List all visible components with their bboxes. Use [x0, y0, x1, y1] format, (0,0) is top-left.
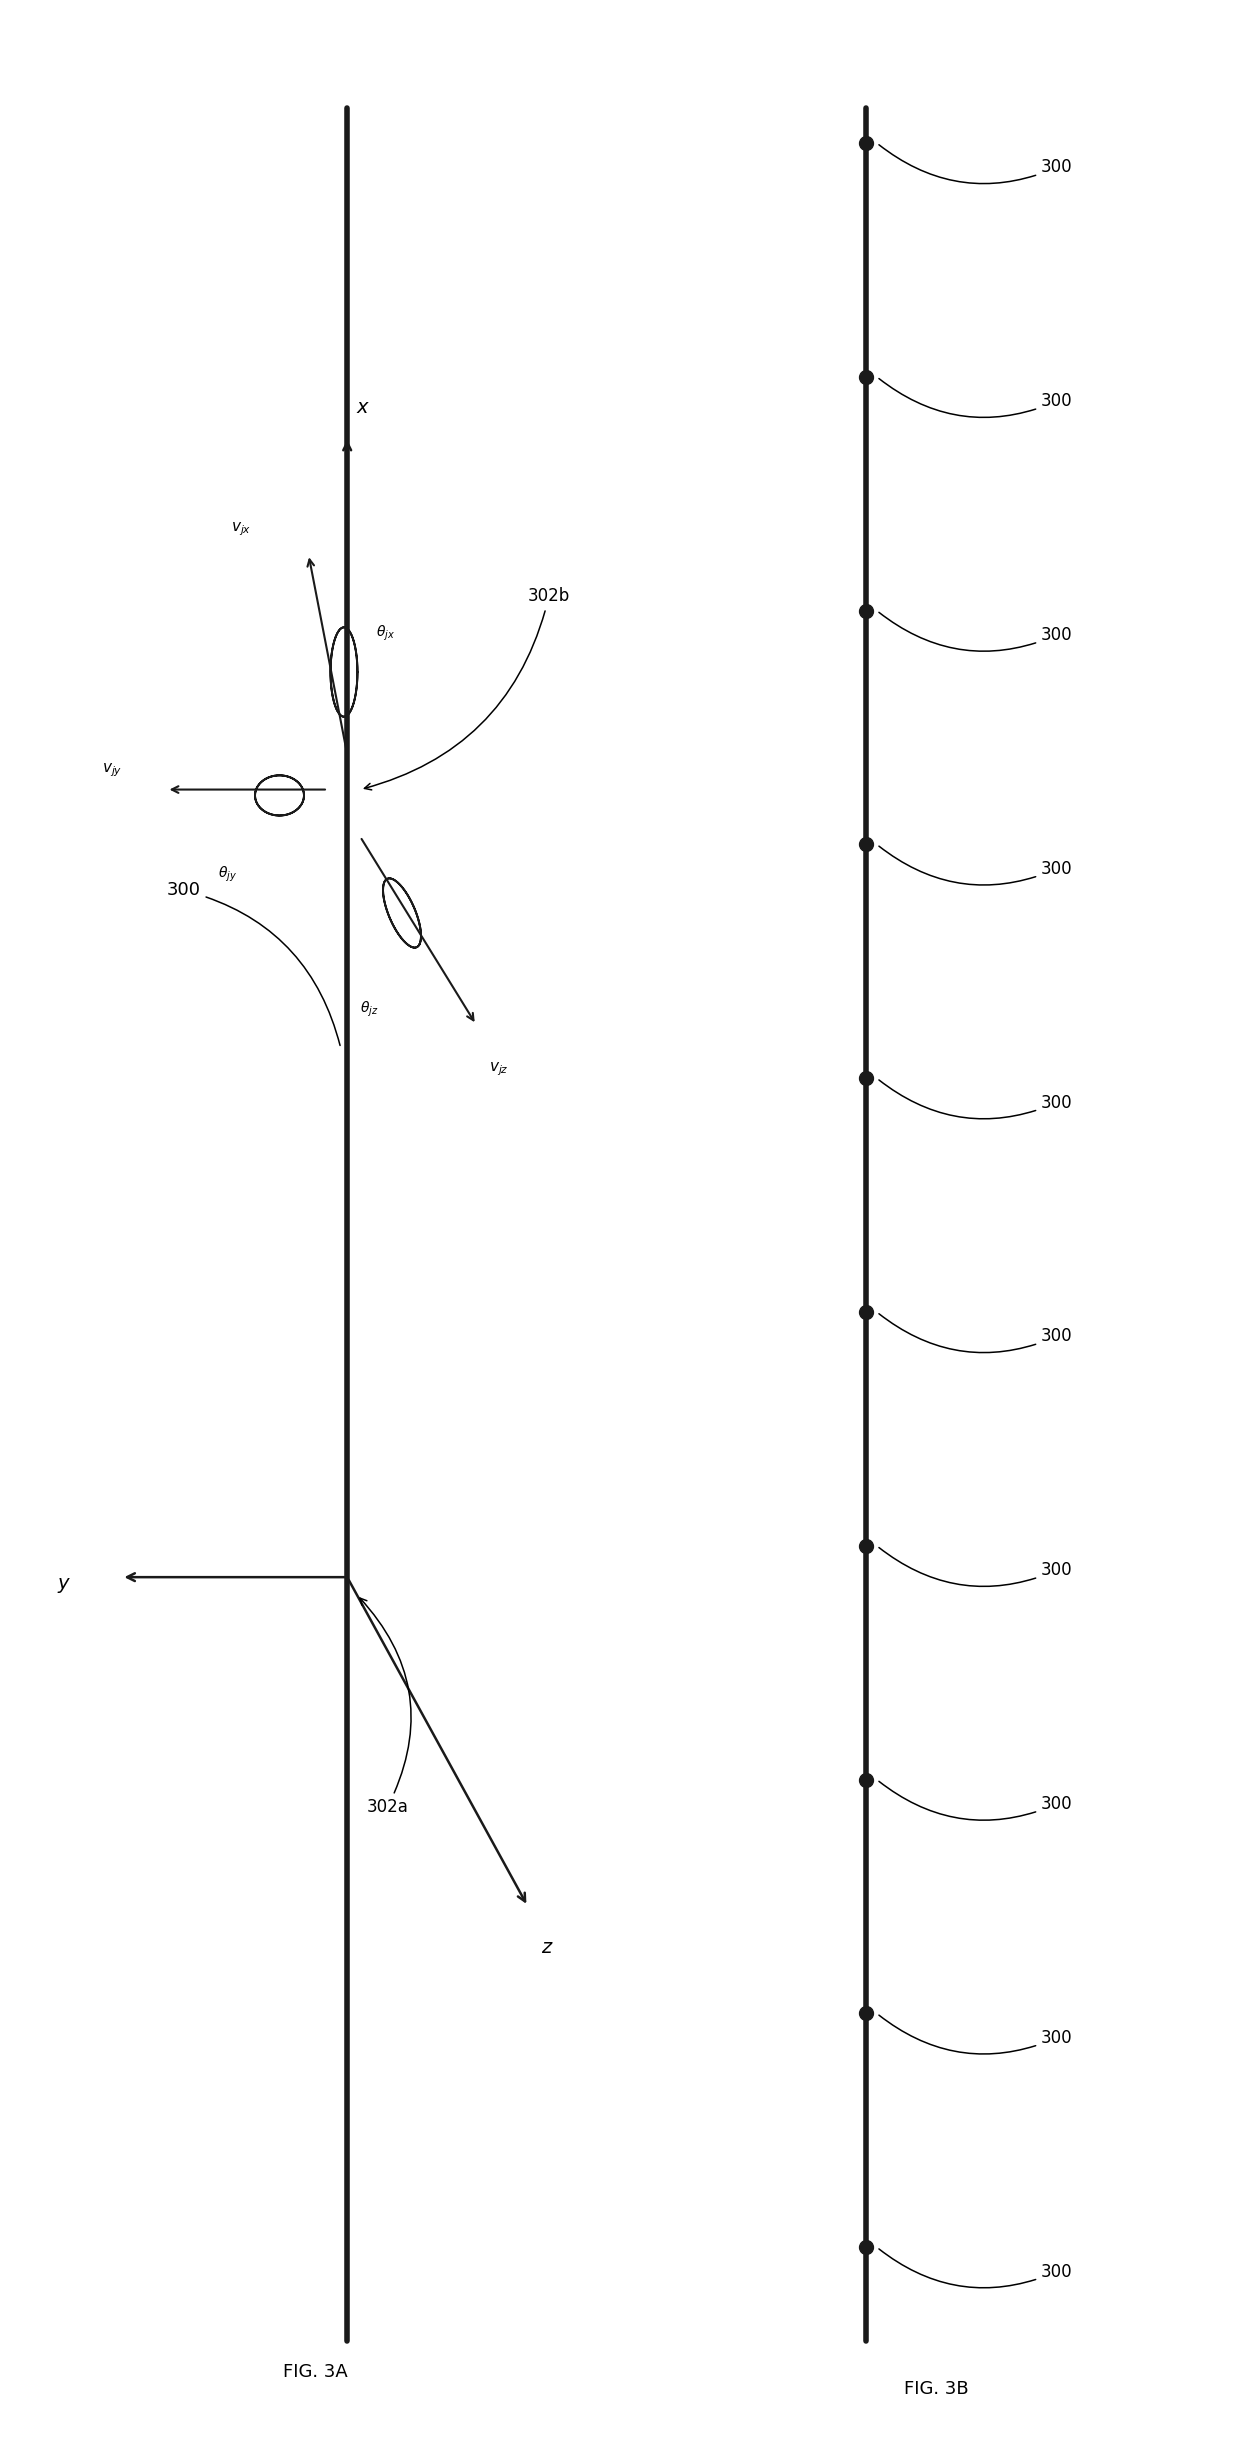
- Text: 300: 300: [879, 380, 1073, 416]
- Text: 300: 300: [879, 1313, 1073, 1352]
- Text: 300: 300: [879, 612, 1073, 651]
- Text: $v_{jy}$: $v_{jy}$: [102, 762, 123, 779]
- Text: z: z: [541, 1937, 551, 1957]
- Text: 300: 300: [879, 2016, 1073, 2055]
- Text: $\theta_{jy}$: $\theta_{jy}$: [218, 864, 237, 884]
- Text: $\theta_{jz}$: $\theta_{jz}$: [360, 999, 378, 1019]
- Text: FIG. 3B: FIG. 3B: [904, 2380, 968, 2398]
- Text: 300: 300: [879, 2248, 1073, 2287]
- Text: 302b: 302b: [365, 588, 570, 791]
- Text: y: y: [57, 1575, 68, 1592]
- Text: 300: 300: [879, 847, 1073, 884]
- Text: 300: 300: [166, 882, 340, 1046]
- Text: $v_{jx}$: $v_{jx}$: [231, 519, 252, 539]
- Text: $v_{jz}$: $v_{jz}$: [489, 1060, 508, 1078]
- Text: $\theta_{jx}$: $\theta_{jx}$: [376, 624, 396, 644]
- Text: 300: 300: [879, 1780, 1073, 1820]
- Text: FIG. 3A: FIG. 3A: [283, 2363, 347, 2380]
- Text: 300: 300: [879, 144, 1073, 184]
- Text: 300: 300: [879, 1080, 1073, 1119]
- Text: 302a: 302a: [360, 1599, 412, 1817]
- Text: 300: 300: [879, 1548, 1073, 1587]
- Text: x: x: [357, 399, 368, 416]
